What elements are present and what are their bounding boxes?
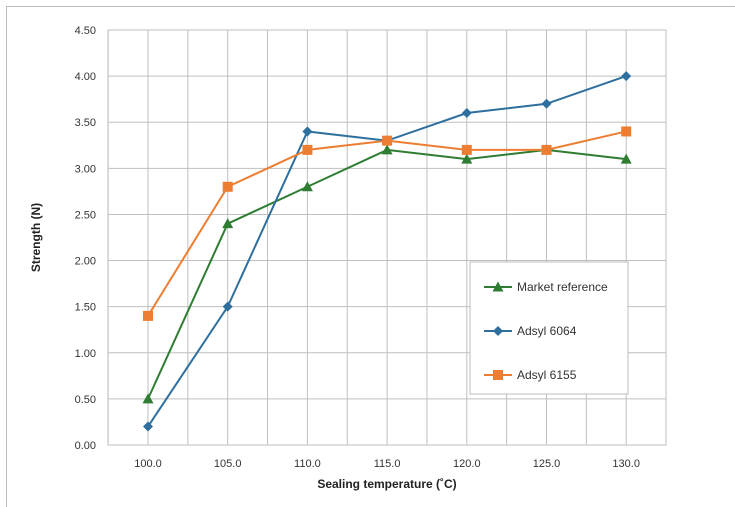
data-point: [541, 144, 552, 155]
data-point: [222, 301, 233, 312]
data-point: [222, 218, 234, 229]
series-adsyl-6155: [143, 126, 632, 321]
legend-item: Adsyl 6155: [484, 368, 577, 382]
legend-marker: [493, 370, 503, 380]
y-tick-label: 1.50: [75, 302, 96, 314]
y-tick-label: 4.00: [75, 71, 96, 83]
data-point: [302, 144, 313, 155]
legend: Market reference Adsyl 6064 Adsyl 6155: [469, 261, 629, 395]
x-tick-label: 100.0: [134, 458, 162, 470]
x-tick-label: 125.0: [533, 458, 561, 470]
x-tick-label: 120.0: [453, 458, 481, 470]
legend-label: Market reference: [517, 280, 608, 294]
data-point: [382, 135, 393, 146]
y-tick-label: 0.50: [75, 394, 96, 406]
data-point: [461, 144, 472, 155]
x-tick-label: 110.0: [294, 458, 321, 470]
x-tick-label: 130.0: [612, 458, 640, 470]
legend-marker: [493, 326, 503, 336]
x-axis-title: Sealing temperature (˚C): [317, 477, 456, 491]
legend-label: Adsyl 6064: [517, 324, 577, 338]
y-tick-label: 2.00: [75, 256, 96, 268]
data-point: [621, 126, 632, 137]
y-tick-label: 1.00: [75, 348, 96, 360]
legend-label: Adsyl 6155: [517, 368, 577, 382]
data-point: [621, 71, 632, 82]
data-point: [381, 144, 393, 155]
y-tick-label: 4.50: [75, 25, 96, 37]
series-lines: [142, 71, 632, 432]
data-point: [143, 310, 153, 321]
legend-item: Adsyl 6064: [484, 324, 577, 338]
data-point: [461, 108, 472, 118]
data-point: [142, 393, 154, 404]
y-tick-label: 2.50: [75, 209, 96, 221]
data-point: [620, 153, 632, 164]
legend-item: Market reference: [484, 280, 608, 294]
legend-marker: [492, 281, 504, 292]
y-tick-label: 3.50: [75, 117, 96, 129]
data-point: [541, 98, 552, 109]
y-axis-title: Strength (N): [29, 203, 43, 272]
data-point: [143, 421, 153, 432]
y-tick-label: 0.00: [75, 440, 96, 452]
data-point: [222, 181, 233, 192]
y-axis-ticks: 0.00 0.50 1.00 1.50 2.00 2.50 3.00 3.50 4.00 4.50: [75, 25, 96, 452]
data-point: [301, 181, 313, 192]
y-tick-label: 3.00: [75, 163, 96, 175]
x-axis-ticks: 100.0 105.0 110.0 115.0 120.0 125.0 130.0: [134, 458, 640, 470]
data-point: [302, 126, 313, 137]
x-tick-label: 115.0: [374, 458, 401, 470]
data-point: [461, 153, 473, 164]
x-tick-label: 105.0: [214, 458, 242, 470]
